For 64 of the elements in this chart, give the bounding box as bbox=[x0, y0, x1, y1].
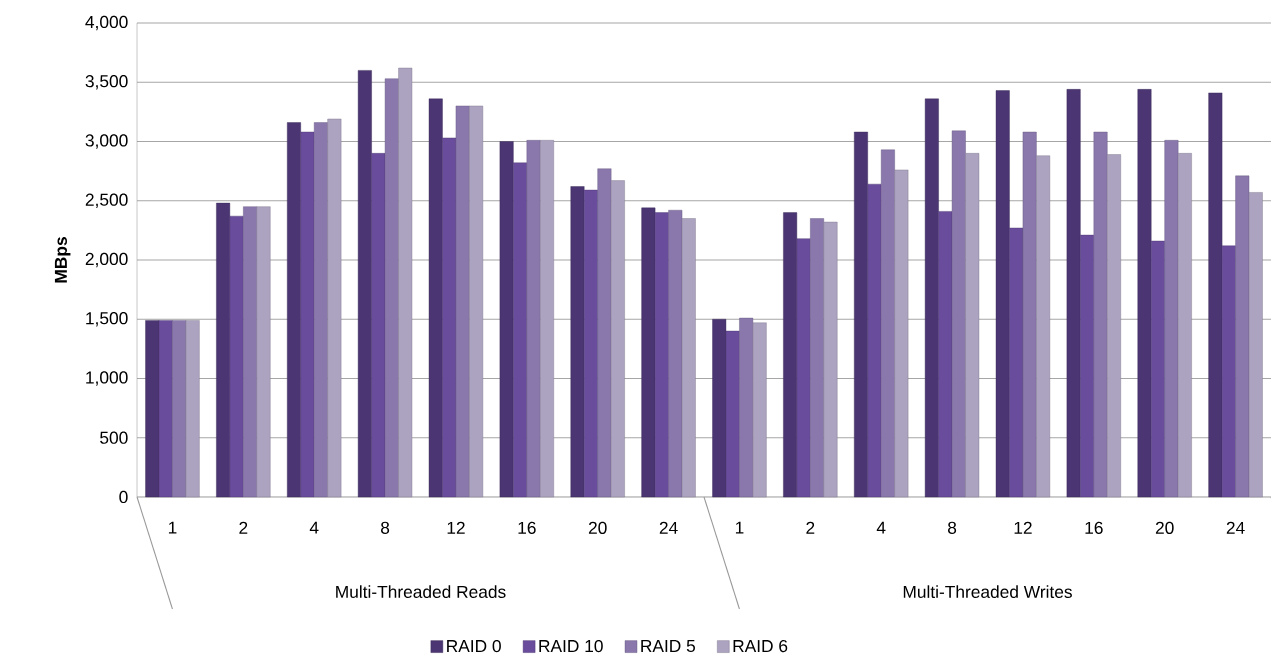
x-tick-label: 4 bbox=[309, 521, 319, 534]
bar bbox=[256, 206, 271, 498]
bar bbox=[1164, 140, 1179, 498]
x-tick-label: 24 bbox=[1226, 521, 1245, 534]
bar bbox=[384, 78, 399, 498]
x-tick-label: 1 bbox=[735, 521, 744, 534]
bar bbox=[894, 169, 909, 498]
bar bbox=[965, 153, 980, 498]
bar bbox=[327, 118, 342, 498]
bar bbox=[681, 218, 696, 498]
x-tick-label: 8 bbox=[381, 521, 390, 534]
bar bbox=[1093, 131, 1108, 498]
y-tick-label: 1,000 bbox=[86, 371, 128, 386]
bar bbox=[1177, 153, 1192, 498]
x-tick-label: 2 bbox=[806, 521, 815, 534]
bar bbox=[597, 168, 612, 498]
bar bbox=[185, 320, 200, 498]
bar bbox=[951, 130, 966, 498]
bar bbox=[823, 221, 838, 498]
y-axis-title: MBps bbox=[54, 237, 71, 283]
x-tick-label: 16 bbox=[1085, 521, 1103, 534]
x-tick-label: 1 bbox=[168, 521, 177, 534]
bar bbox=[526, 140, 541, 498]
legend-label: RAID 6 bbox=[733, 639, 788, 653]
bar bbox=[1248, 192, 1263, 498]
bar bbox=[1235, 175, 1250, 498]
bar bbox=[810, 218, 824, 498]
legend-label: RAID 5 bbox=[641, 640, 696, 653]
x-tick-label: 20 bbox=[588, 521, 607, 534]
y-tick-label: 500 bbox=[100, 431, 128, 444]
text: Multi-Threaded Reads bbox=[336, 585, 506, 599]
y-tick-label: 1,500 bbox=[86, 312, 128, 327]
bar bbox=[469, 105, 484, 498]
y-tick-label: 0 bbox=[119, 490, 128, 504]
x-tick-label: 12 bbox=[447, 521, 465, 534]
x-tick-label: 4 bbox=[876, 521, 886, 534]
bar bbox=[314, 122, 328, 498]
y-tick-label: 2,000 bbox=[85, 252, 128, 268]
bar bbox=[610, 180, 625, 498]
x-tick-label: 8 bbox=[948, 521, 957, 534]
y-tick-label: 3,500 bbox=[85, 75, 128, 90]
legend-label: RAID 0 bbox=[447, 639, 501, 653]
bar bbox=[1036, 155, 1051, 498]
bar bbox=[243, 206, 257, 498]
bar bbox=[398, 67, 413, 498]
x-tick-label: 16 bbox=[518, 521, 536, 534]
legend-label: RAID 10 bbox=[539, 639, 603, 653]
bar bbox=[1107, 154, 1121, 498]
text: Multi-Threaded Writes bbox=[903, 585, 1072, 599]
bar bbox=[1022, 131, 1037, 498]
bar bbox=[668, 210, 683, 498]
x-tick-label: 20 bbox=[1155, 521, 1174, 534]
x-tick-label: 2 bbox=[239, 521, 248, 534]
bar bbox=[752, 322, 767, 498]
y-tick-label: 2,500 bbox=[85, 193, 128, 208]
bar bbox=[172, 320, 187, 498]
y-tick-label: 4,000 bbox=[85, 15, 128, 31]
x-tick-label: 24 bbox=[659, 521, 678, 534]
bar bbox=[455, 105, 470, 498]
bar bbox=[540, 140, 554, 498]
bar bbox=[880, 149, 895, 498]
bar bbox=[739, 317, 754, 498]
x-tick-label: 12 bbox=[1014, 521, 1032, 534]
y-tick-label: 3,000 bbox=[85, 134, 128, 149]
